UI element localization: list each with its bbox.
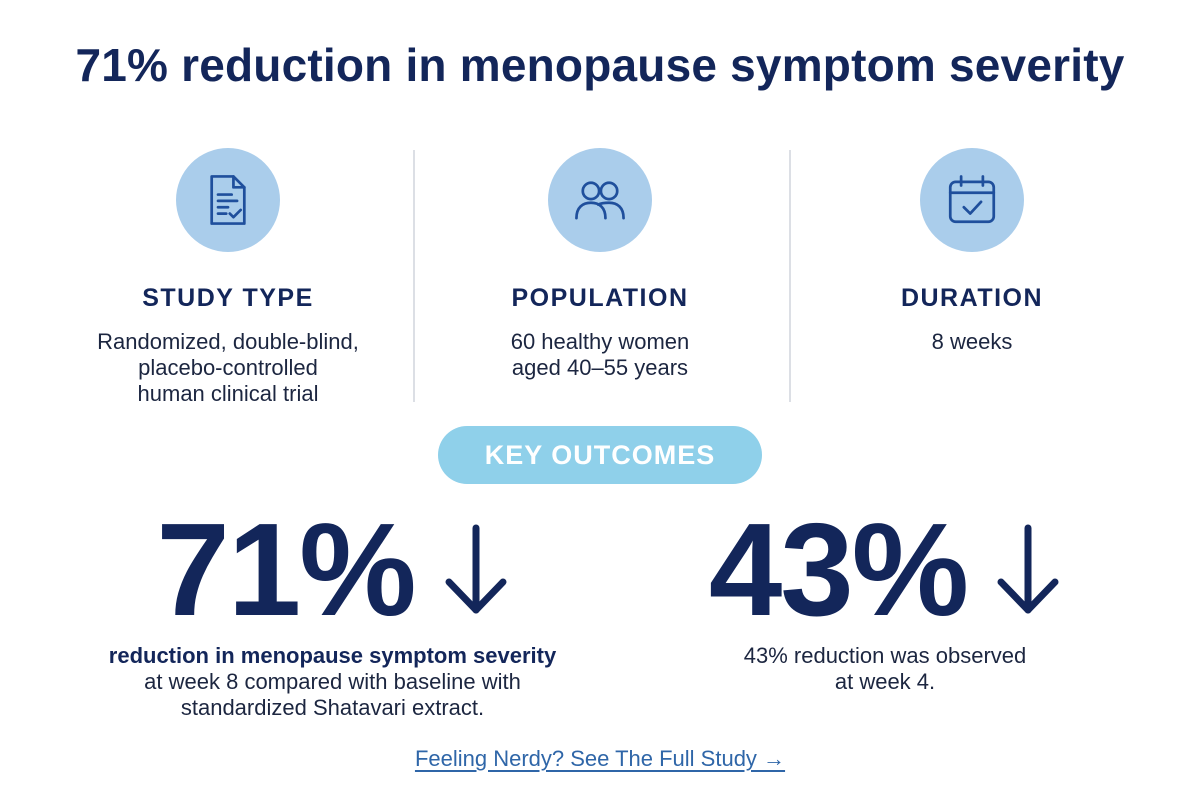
outcome-percentage: 43% [708, 496, 969, 643]
outcome-figure: 43% [620, 496, 1150, 643]
outcome-description-line: at week 4. [834, 669, 936, 694]
stat-value-line: placebo-controlled [138, 355, 318, 380]
stat-value-line: aged 40–55 years [511, 355, 689, 380]
outcome-description: 43% reduction was observed at week 4. [620, 643, 1150, 695]
stat-value: 60 healthy women aged 40–55 years [415, 329, 785, 381]
outcome-week-4: 43% 43% reduction was observed at week 4… [620, 496, 1150, 695]
stat-label: DURATION [900, 284, 1044, 312]
column-divider [789, 150, 791, 402]
stat-label: STUDY TYPE [142, 284, 314, 312]
key-outcomes-badge: KEY OUTCOMES [438, 426, 762, 484]
stat-study-type: STUDY TYPE Randomized, double-blind, pla… [43, 148, 413, 407]
outcome-description-line: at week 8 compared with baseline with [144, 669, 521, 694]
people-icon [548, 148, 652, 252]
outcome-week-8: 71% reduction in menopause symptom sever… [60, 496, 605, 721]
outcome-description-line: standardized Shatavari extract. [180, 695, 485, 720]
stat-value-line: human clinical trial [137, 381, 319, 406]
stat-value: 8 weeks [787, 329, 1157, 355]
outcome-figure: 71% [60, 496, 605, 643]
down-arrow-icon [997, 524, 1059, 614]
stat-value-line: 60 healthy women [510, 329, 690, 354]
down-arrow-icon [445, 524, 507, 614]
stat-value: Randomized, double-blind, placebo-contro… [43, 329, 413, 407]
outcome-description: reduction in menopause symptom severity … [60, 643, 605, 721]
outcome-description-line: reduction in menopause symptom severity [108, 643, 557, 668]
outcome-percentage: 71% [156, 496, 416, 643]
stat-value-line: Randomized, double-blind, [97, 329, 359, 354]
column-divider [413, 150, 415, 402]
page-title: 71% reduction in menopause symptom sever… [75, 39, 1125, 91]
stat-value-line: 8 weeks [931, 329, 1013, 354]
document-check-icon [176, 148, 280, 252]
outcome-description-line: 43% reduction was observed [743, 643, 1027, 668]
calendar-check-icon [920, 148, 1024, 252]
full-study-link[interactable]: Feeling Nerdy? See The Full Study → [414, 746, 786, 771]
full-study-link-container: Feeling Nerdy? See The Full Study → [0, 746, 1200, 772]
stat-label: POPULATION [511, 284, 689, 312]
study-stats-row: STUDY TYPE Randomized, double-blind, pla… [0, 148, 1200, 407]
stat-population: POPULATION 60 healthy women aged 40–55 y… [415, 148, 785, 404]
stat-duration: DURATION 8 weeks [787, 148, 1157, 404]
